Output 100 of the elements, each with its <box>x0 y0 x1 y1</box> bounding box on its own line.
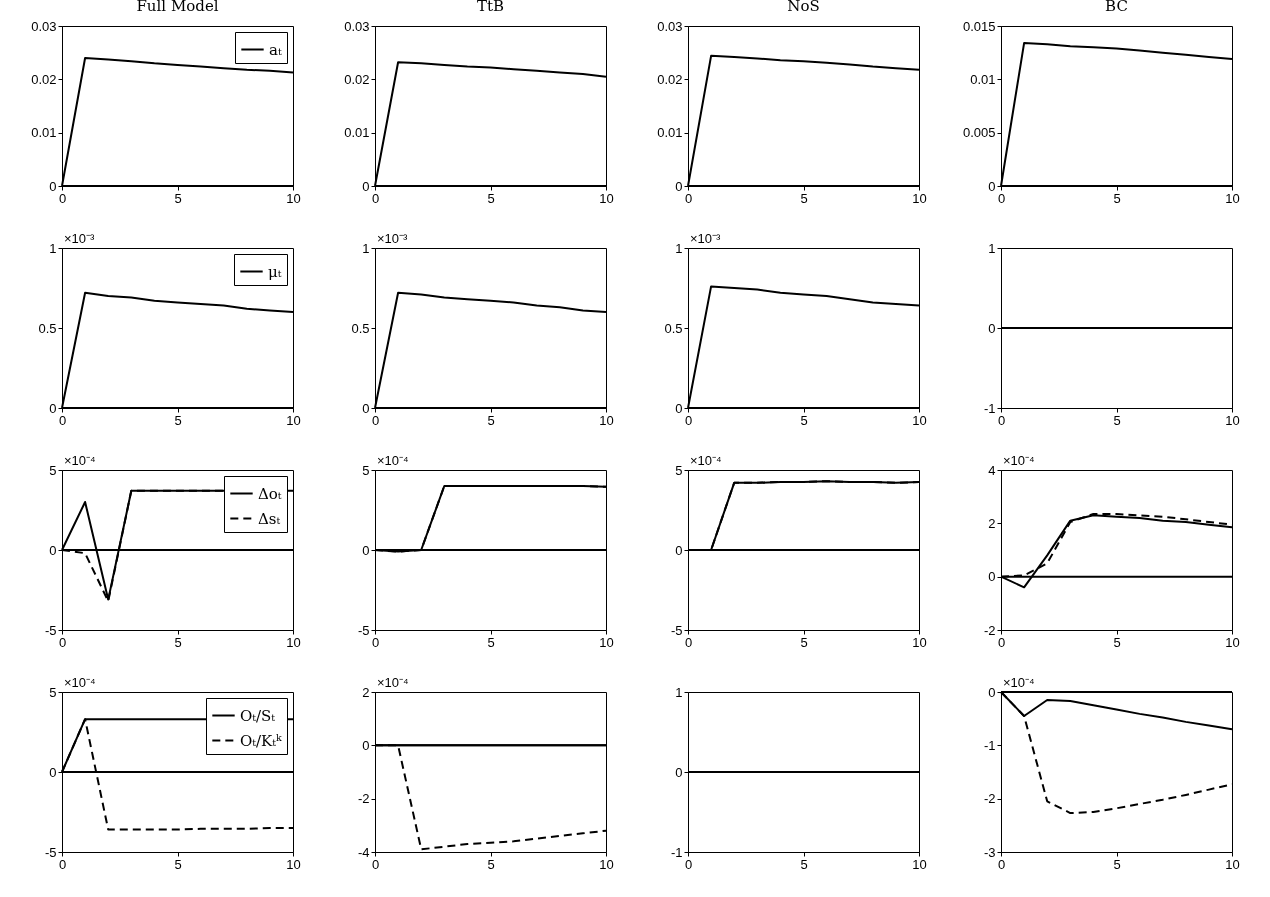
text: ×10⁻³ <box>690 231 722 246</box>
text: ×10⁻⁴ <box>377 675 409 690</box>
x-tick-label: 10 <box>1225 634 1240 650</box>
y-tick-label: -5 <box>44 622 57 638</box>
y-tick-label: 0.03 <box>31 18 57 34</box>
y-tick-label: 0.01 <box>657 125 683 141</box>
text: ×10⁻⁴ <box>1003 453 1035 468</box>
legend-label: Oₜ/Kₜᵏ <box>240 731 282 750</box>
legend-label: Oₜ/Sₜ <box>240 706 276 725</box>
text: ×10⁻⁴ <box>1003 675 1035 690</box>
y-tick-label: 0.5 <box>38 320 57 336</box>
y-tick-label: -1 <box>983 400 996 416</box>
x-tick-label: 10 <box>1225 856 1240 872</box>
x-tick-label: 5 <box>487 634 495 650</box>
x-tick-label: 5 <box>174 856 182 872</box>
y-tick-label: -5 <box>670 622 683 638</box>
y-tick-label: 1 <box>49 240 57 256</box>
legend-label: μₜ <box>268 262 282 281</box>
x-tick-label: 10 <box>599 634 614 650</box>
y-tick-label: 0.5 <box>351 320 370 336</box>
y-tick-label: 0.02 <box>31 71 57 87</box>
chart-title: NoS <box>787 0 820 15</box>
text: ×10⁻³ <box>377 231 409 246</box>
y-tick-label: 0 <box>49 542 57 558</box>
y-tick-label: -2 <box>983 622 996 638</box>
y-tick-label: 0 <box>49 178 57 194</box>
legend-label: Δoₜ <box>258 484 282 503</box>
x-tick-label: 10 <box>912 412 927 428</box>
y-tick-label: 0 <box>988 684 996 700</box>
x-tick-label: 5 <box>800 856 808 872</box>
x-tick-label: 10 <box>1225 190 1240 206</box>
x-tick-label: 10 <box>599 190 614 206</box>
y-tick-label: 0.02 <box>344 71 370 87</box>
x-tick-label: 5 <box>1113 412 1121 428</box>
chart-title: TtB <box>476 0 505 15</box>
x-tick-label: 5 <box>174 634 182 650</box>
y-tick-label: 2 <box>988 515 996 531</box>
x-tick-label: 5 <box>1113 856 1121 872</box>
x-tick-label: 5 <box>487 190 495 206</box>
x-tick-label: 5 <box>1113 190 1121 206</box>
x-tick-label: 10 <box>599 412 614 428</box>
y-tick-label: 0.01 <box>344 125 370 141</box>
y-tick-label: 0 <box>675 400 683 416</box>
y-tick-label: -5 <box>357 622 370 638</box>
y-tick-label: 0 <box>49 764 57 780</box>
x-tick-label: 5 <box>1113 634 1121 650</box>
y-tick-label: -1 <box>983 737 996 753</box>
y-tick-label: 0.5 <box>664 320 683 336</box>
y-tick-label: 1 <box>675 684 683 700</box>
text: ×10⁻⁴ <box>64 675 96 690</box>
y-tick-label: 4 <box>988 462 996 478</box>
y-tick-label: 5 <box>49 462 57 478</box>
x-tick-label: 10 <box>599 856 614 872</box>
text: ×10⁻³ <box>64 231 96 246</box>
y-tick-label: 2 <box>362 684 370 700</box>
x-tick-label: 5 <box>800 190 808 206</box>
y-tick-label: 1 <box>988 240 996 256</box>
x-tick-label: 10 <box>912 190 927 206</box>
y-tick-label: -4 <box>357 844 370 860</box>
y-tick-label: 0 <box>362 737 370 753</box>
x-tick-label: 5 <box>800 634 808 650</box>
legend-label: Δsₜ <box>258 509 281 528</box>
x-tick-label: 5 <box>174 412 182 428</box>
y-tick-label: 0.03 <box>344 18 370 34</box>
x-tick-label: 10 <box>286 856 301 872</box>
x-tick-label: 10 <box>286 190 301 206</box>
y-tick-label: 0.03 <box>657 18 683 34</box>
y-tick-label: 0 <box>362 178 370 194</box>
x-tick-label: 10 <box>286 412 301 428</box>
x-tick-label: 10 <box>912 856 927 872</box>
y-tick-label: 0 <box>362 542 370 558</box>
y-tick-label: -5 <box>44 844 57 860</box>
y-tick-label: 1 <box>362 240 370 256</box>
chart-title: BC <box>1105 0 1128 15</box>
y-tick-label: 0.005 <box>962 125 996 141</box>
y-tick-label: 0.01 <box>31 125 57 141</box>
y-tick-label: 0 <box>988 320 996 336</box>
y-tick-label: 0.015 <box>962 18 996 34</box>
y-tick-label: 0.02 <box>657 71 683 87</box>
y-tick-label: 5 <box>49 684 57 700</box>
y-tick-label: 5 <box>675 462 683 478</box>
x-tick-label: 5 <box>800 412 808 428</box>
y-tick-label: 0 <box>988 178 996 194</box>
x-tick-label: 10 <box>912 634 927 650</box>
x-tick-label: 10 <box>1225 412 1240 428</box>
x-tick-label: 5 <box>174 190 182 206</box>
text: ×10⁻⁴ <box>64 453 96 468</box>
x-tick-label: 10 <box>286 634 301 650</box>
y-tick-label: 0 <box>675 178 683 194</box>
y-tick-label: 1 <box>675 240 683 256</box>
chart-title: Full Model <box>136 0 219 15</box>
y-tick-label: -2 <box>983 791 996 807</box>
y-tick-label: -2 <box>357 791 370 807</box>
text: ×10⁻⁴ <box>690 453 722 468</box>
y-tick-label: -3 <box>983 844 996 860</box>
y-tick-label: 0 <box>988 569 996 585</box>
y-tick-label: 0 <box>675 542 683 558</box>
x-tick-label: 5 <box>487 856 495 872</box>
x-tick-label: 5 <box>487 412 495 428</box>
y-tick-label: 0 <box>675 764 683 780</box>
